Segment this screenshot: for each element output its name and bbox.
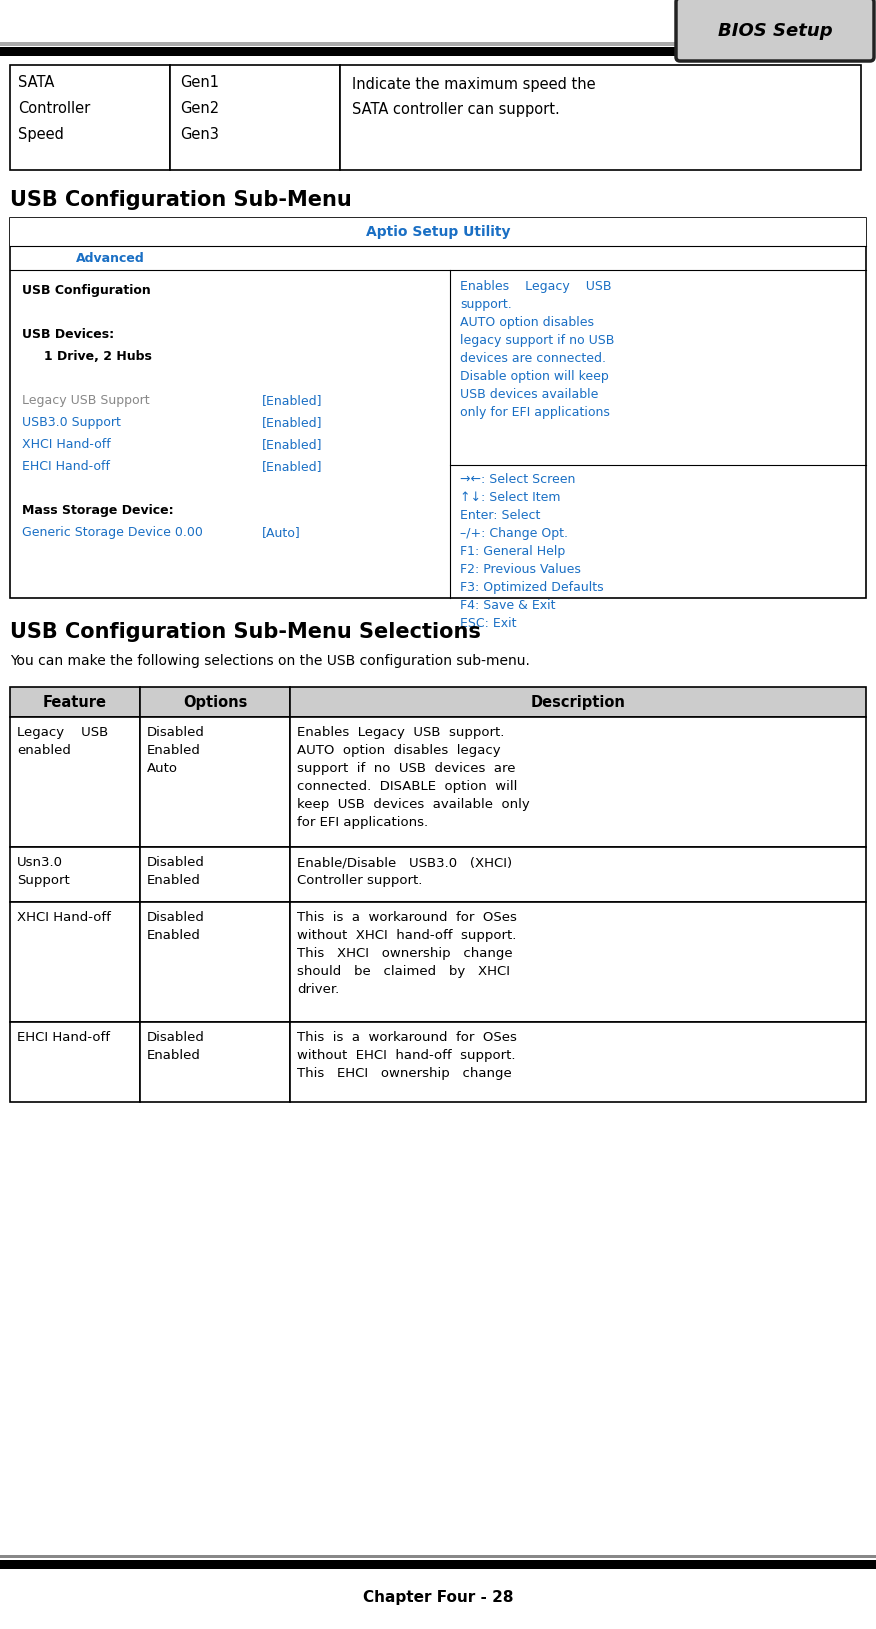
Text: Generic Storage Device 0.00: Generic Storage Device 0.00 — [22, 526, 203, 539]
Bar — [10, 717, 140, 847]
Text: [Auto]: [Auto] — [262, 526, 300, 539]
Bar — [10, 1021, 140, 1101]
Text: [Enabled]: [Enabled] — [262, 415, 322, 428]
Text: Enables  Legacy  USB  support.
AUTO  option  disables  legacy
support  if  no  U: Enables Legacy USB support. AUTO option … — [297, 727, 530, 829]
Text: Disabled
Enabled: Disabled Enabled — [147, 911, 205, 942]
Bar — [140, 847, 290, 902]
Text: USB3.0 Support: USB3.0 Support — [22, 415, 121, 428]
Text: Aptio Setup Utility: Aptio Setup Utility — [366, 225, 510, 239]
Text: →←: Select Screen
↑↓: Select Item
Enter: Select
–/+: Change Opt.
F1: General Hel: →←: Select Screen ↑↓: Select Item Enter:… — [460, 472, 604, 630]
Bar — [140, 687, 290, 717]
Text: Gen1
Gen2
Gen3: Gen1 Gen2 Gen3 — [180, 75, 219, 142]
Bar — [10, 218, 866, 598]
Text: BIOS Setup: BIOS Setup — [717, 21, 832, 39]
Text: [Enabled]: [Enabled] — [262, 394, 322, 407]
Text: You can make the following selections on the USB configuration sub-menu.: You can make the following selections on… — [10, 653, 530, 668]
Text: Enables    Legacy    USB
support.
AUTO option disables
legacy support if no USB
: Enables Legacy USB support. AUTO option … — [460, 280, 614, 419]
Bar — [290, 717, 866, 847]
Text: Disabled
Enabled: Disabled Enabled — [147, 855, 205, 888]
Bar — [0, 1556, 876, 1557]
Text: SATA
Controller
Speed: SATA Controller Speed — [18, 75, 90, 142]
Bar — [290, 847, 866, 902]
Text: Feature: Feature — [43, 694, 107, 710]
Bar — [10, 218, 866, 246]
Text: XHCI Hand-off: XHCI Hand-off — [22, 438, 110, 451]
Bar — [290, 902, 866, 1021]
Text: [Enabled]: [Enabled] — [262, 459, 322, 472]
Text: 1 Drive, 2 Hubs: 1 Drive, 2 Hubs — [22, 350, 152, 363]
Text: This  is  a  workaround  for  OSes
without  XHCI  hand-off  support.
This   XHCI: This is a workaround for OSes without XH… — [297, 911, 517, 995]
Text: USB Devices:: USB Devices: — [22, 327, 114, 340]
Bar — [10, 687, 140, 717]
Bar — [140, 717, 290, 847]
Text: USB Configuration: USB Configuration — [22, 283, 151, 296]
Text: EHCI Hand-off: EHCI Hand-off — [17, 1031, 110, 1044]
Bar — [0, 42, 700, 46]
Text: USB Configuration Sub-Menu: USB Configuration Sub-Menu — [10, 191, 352, 210]
Text: Options: Options — [183, 694, 247, 710]
Text: Description: Description — [531, 694, 625, 710]
Bar — [0, 1561, 876, 1569]
Text: Usn3.0
Support: Usn3.0 Support — [17, 855, 70, 888]
Text: USB Configuration Sub-Menu Selections: USB Configuration Sub-Menu Selections — [10, 622, 481, 642]
Bar — [10, 847, 140, 902]
Text: Chapter Four - 28: Chapter Four - 28 — [363, 1590, 513, 1605]
Bar — [10, 902, 140, 1021]
Bar — [170, 65, 340, 169]
Text: Disabled
Enabled: Disabled Enabled — [147, 1031, 205, 1062]
Bar — [140, 902, 290, 1021]
Text: This  is  a  workaround  for  OSes
without  EHCI  hand-off  support.
This   EHCI: This is a workaround for OSes without EH… — [297, 1031, 517, 1080]
FancyBboxPatch shape — [676, 0, 874, 60]
Text: Indicate the maximum speed the
SATA controller can support.: Indicate the maximum speed the SATA cont… — [352, 77, 596, 117]
Bar — [340, 65, 861, 169]
Text: XHCI Hand-off: XHCI Hand-off — [17, 911, 111, 924]
Text: Disabled
Enabled
Auto: Disabled Enabled Auto — [147, 727, 205, 775]
Text: Enable/Disable   USB3.0   (XHCI)
Controller support.: Enable/Disable USB3.0 (XHCI) Controller … — [297, 855, 512, 888]
Bar — [10, 65, 170, 169]
Text: Legacy USB Support: Legacy USB Support — [22, 394, 150, 407]
Text: Legacy    USB
enabled: Legacy USB enabled — [17, 727, 109, 757]
Bar — [290, 1021, 866, 1101]
Bar — [140, 1021, 290, 1101]
Text: Mass Storage Device:: Mass Storage Device: — [22, 503, 173, 516]
Text: EHCI Hand-off: EHCI Hand-off — [22, 459, 110, 472]
Bar — [0, 47, 700, 55]
Text: [Enabled]: [Enabled] — [262, 438, 322, 451]
Bar — [290, 687, 866, 717]
Text: Advanced: Advanced — [75, 251, 145, 264]
